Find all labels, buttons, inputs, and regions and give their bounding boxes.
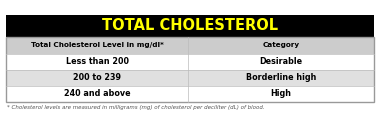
Bar	[6, 86, 374, 102]
Text: Total Cholesterol Level in mg/dl*: Total Cholesterol Level in mg/dl*	[30, 43, 163, 49]
Bar	[6, 54, 374, 70]
Text: 200 to 239: 200 to 239	[73, 74, 121, 82]
Bar	[6, 37, 374, 102]
Text: Borderline high: Borderline high	[246, 74, 316, 82]
Text: Less than 200: Less than 200	[65, 57, 128, 66]
Text: High: High	[271, 90, 291, 99]
Bar	[6, 70, 374, 86]
Text: 240 and above: 240 and above	[64, 90, 130, 99]
Text: * Cholesterol levels are measured in milligrams (mg) of cholesterol per decilite: * Cholesterol levels are measured in mil…	[7, 105, 264, 110]
Text: Desirable: Desirable	[260, 57, 302, 66]
Text: TOTAL CHOLESTEROL: TOTAL CHOLESTEROL	[102, 18, 278, 34]
Text: Category: Category	[263, 43, 299, 49]
Bar	[6, 37, 374, 54]
Bar	[6, 15, 374, 37]
